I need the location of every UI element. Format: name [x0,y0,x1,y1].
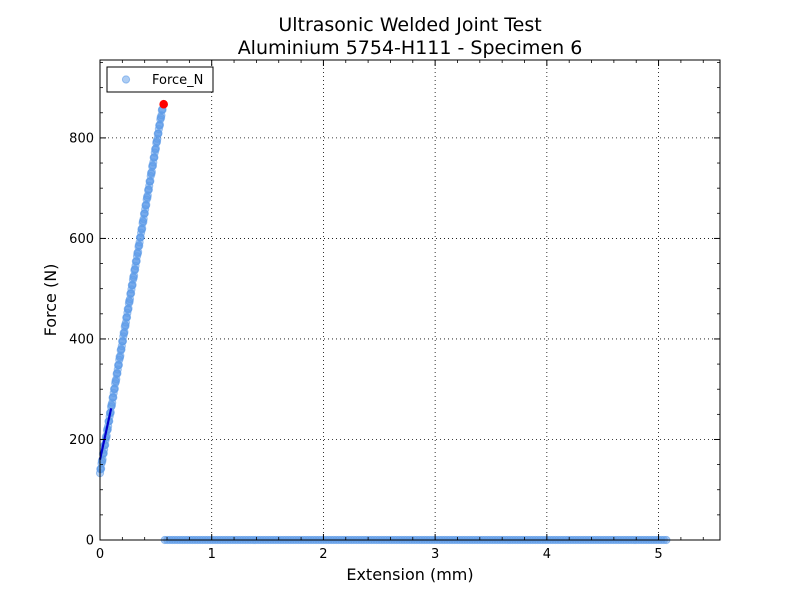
x-tick-label: 0 [96,547,104,562]
data-point [139,217,148,226]
x-tick-label: 3 [431,547,439,562]
chart-title-line2: Aluminium 5754-H111 - Specimen 6 [238,37,583,59]
scatter-points [95,105,671,545]
x-tick-label: 4 [543,547,551,562]
data-point [125,297,134,306]
y-tick-label: 600 [69,232,94,247]
fit-line [98,408,113,460]
x-tick-label: 5 [654,547,662,562]
y-tick-label: 800 [69,131,94,146]
grid [100,60,720,540]
y-axis-label: Force (N) [41,264,60,337]
overlay [98,99,168,460]
legend: Force_N [106,66,214,93]
legend-label-force-n: Force_N [152,73,203,88]
axis-ticks: 0 1 2 3 4 5 0 200 400 600 800 [69,60,720,562]
y-tick-label: 200 [69,433,94,448]
y-tick-label: 0 [86,534,94,549]
x-axis-label: Extension (mm) [346,565,473,584]
max-force-point [159,99,168,109]
data-point [126,289,136,298]
y-tick-label: 400 [69,332,94,347]
legend-marker [121,75,131,84]
data-point [156,113,166,123]
plot-frame [99,59,721,541]
x-tick-label: 2 [319,547,327,562]
chart-title-line1: Ultrasonic Welded Joint Test [278,14,541,36]
x-tick-label: 1 [208,547,216,562]
